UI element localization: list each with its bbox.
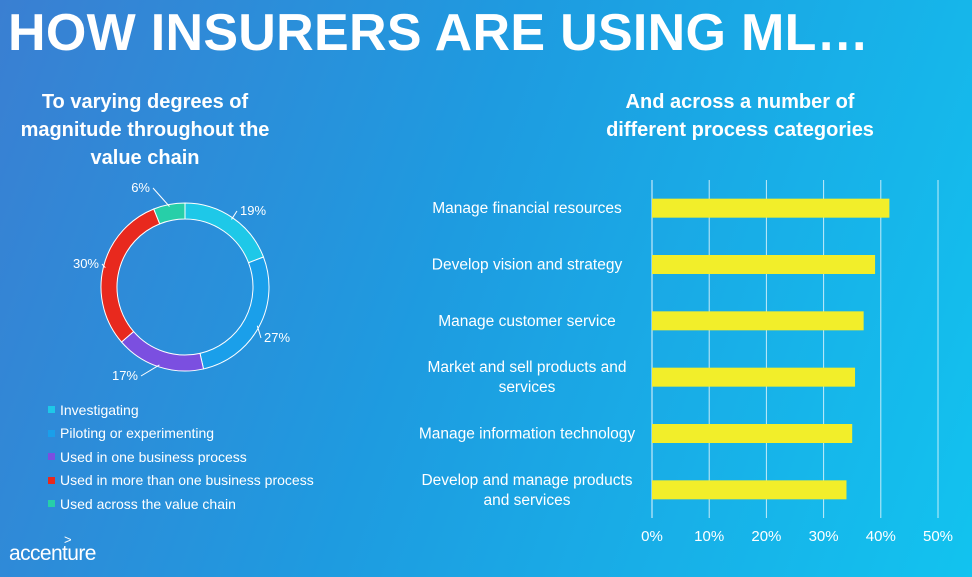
legend-swatch: [48, 476, 55, 484]
legend-label: Piloting or experimenting: [60, 425, 215, 442]
legend-label: Investigating: [60, 401, 139, 418]
bar-chart-title: And across a number of different process…: [606, 91, 874, 141]
legend-item: Used across the value chain: [48, 492, 314, 516]
slice-value-label: 27%: [264, 330, 290, 345]
slice-value-label: 17%: [112, 368, 138, 383]
category-label: Develop vision and strategy: [432, 257, 623, 274]
legend-label: Used in one business process: [60, 448, 247, 465]
leader-line: [152, 187, 170, 207]
category-label: Manage information technology: [419, 426, 636, 443]
legend-swatch: [48, 406, 55, 414]
x-tick-label: 30%: [809, 528, 839, 545]
category-label: Manage financial resources: [432, 200, 622, 217]
bar: [652, 480, 847, 500]
leader-line: [231, 210, 238, 220]
logo-text: accenture: [9, 542, 96, 565]
bar: [652, 311, 864, 331]
category-label: Manage customer service: [438, 313, 615, 330]
legend-label: Used in more than one business process: [60, 472, 314, 489]
legend-swatch: [48, 500, 55, 508]
leader-line: [101, 263, 106, 269]
accenture-logo: > accenture: [9, 532, 96, 566]
x-tick-label: 20%: [751, 528, 781, 545]
legend-item: Investigating: [48, 398, 314, 422]
donut-legend: Investigating Piloting or experimenting Us…: [48, 398, 314, 516]
legend-swatch: [48, 453, 55, 461]
donut-slice: [153, 202, 186, 225]
leader-line: [140, 364, 160, 377]
bar: [652, 367, 856, 387]
legend-label: Used across the value chain: [60, 495, 236, 512]
category-label: Market and sell products and services: [427, 359, 626, 396]
slice-value-label: 30%: [73, 256, 99, 271]
bar: [652, 255, 876, 274]
legend-item: Used in one business process: [48, 445, 314, 469]
legend-item: Used in more than one business process: [48, 469, 314, 493]
x-tick-label: 0%: [641, 528, 663, 545]
leader-line: [256, 325, 262, 339]
slice-value-label: 19%: [240, 203, 266, 218]
page-title: HOW INSURERS ARE USING ML…: [8, 4, 870, 62]
x-tick-label: 50%: [923, 528, 953, 545]
x-tick-label: 40%: [866, 528, 896, 545]
slice-value-label: 6%: [131, 180, 150, 195]
bar: [652, 198, 890, 218]
category-label: Develop and manage products and services: [421, 472, 632, 509]
logo-mark: >: [64, 532, 72, 547]
legend-item: Piloting or experimenting: [48, 422, 314, 446]
legend-swatch: [48, 429, 55, 437]
donut-chart-title: To varying degrees of magnitude througho…: [20, 91, 270, 169]
bar: [652, 424, 853, 443]
x-tick-label: 10%: [694, 528, 724, 545]
